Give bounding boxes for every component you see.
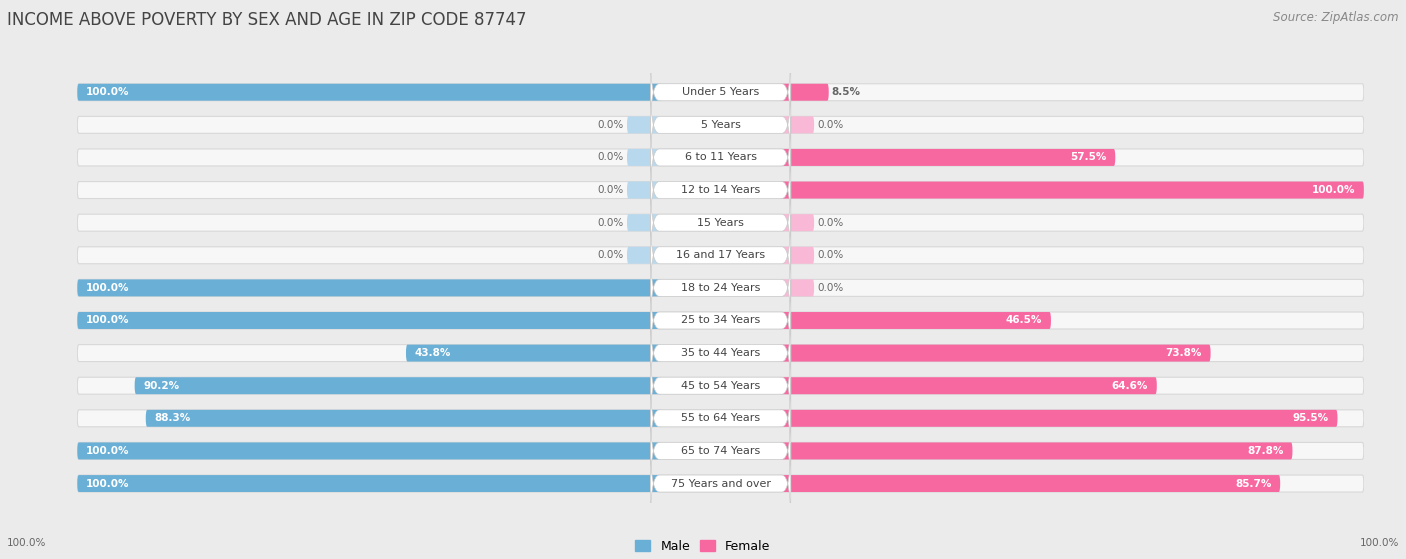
FancyBboxPatch shape (651, 182, 790, 263)
Text: 0.0%: 0.0% (817, 217, 844, 228)
FancyBboxPatch shape (77, 410, 1364, 427)
Text: 0.0%: 0.0% (598, 120, 624, 130)
FancyBboxPatch shape (779, 344, 1211, 362)
Text: 0.0%: 0.0% (817, 120, 844, 130)
FancyBboxPatch shape (146, 410, 662, 427)
FancyBboxPatch shape (651, 248, 790, 328)
Text: 25 to 34 Years: 25 to 34 Years (681, 315, 761, 325)
Text: Source: ZipAtlas.com: Source: ZipAtlas.com (1274, 11, 1399, 24)
Text: 75 Years and over: 75 Years and over (671, 479, 770, 489)
Text: 43.8%: 43.8% (415, 348, 451, 358)
Text: 0.0%: 0.0% (598, 185, 624, 195)
FancyBboxPatch shape (77, 280, 1364, 296)
Text: 18 to 24 Years: 18 to 24 Years (681, 283, 761, 293)
Text: 45 to 54 Years: 45 to 54 Years (681, 381, 761, 391)
Text: 65 to 74 Years: 65 to 74 Years (681, 446, 761, 456)
Text: 0.0%: 0.0% (598, 153, 624, 163)
FancyBboxPatch shape (77, 149, 1364, 166)
FancyBboxPatch shape (77, 84, 1364, 101)
FancyBboxPatch shape (779, 182, 1364, 198)
Text: 85.7%: 85.7% (1234, 479, 1271, 489)
Text: 88.3%: 88.3% (155, 413, 191, 423)
Text: 8.5%: 8.5% (832, 87, 860, 97)
Text: 12 to 14 Years: 12 to 14 Years (681, 185, 761, 195)
FancyBboxPatch shape (135, 377, 662, 394)
Text: 100.0%: 100.0% (1360, 538, 1399, 548)
FancyBboxPatch shape (651, 410, 790, 491)
FancyBboxPatch shape (779, 475, 1281, 492)
FancyBboxPatch shape (77, 312, 1364, 329)
Text: 15 Years: 15 Years (697, 217, 744, 228)
Legend: Male, Female: Male, Female (636, 540, 770, 553)
Text: Under 5 Years: Under 5 Years (682, 87, 759, 97)
FancyBboxPatch shape (779, 214, 814, 231)
FancyBboxPatch shape (651, 443, 790, 524)
Text: 16 and 17 Years: 16 and 17 Years (676, 250, 765, 260)
FancyBboxPatch shape (651, 84, 790, 165)
Text: 100.0%: 100.0% (86, 446, 129, 456)
Text: 46.5%: 46.5% (1005, 315, 1042, 325)
Text: 100.0%: 100.0% (86, 315, 129, 325)
FancyBboxPatch shape (779, 312, 1050, 329)
FancyBboxPatch shape (651, 280, 790, 361)
Text: 0.0%: 0.0% (817, 250, 844, 260)
FancyBboxPatch shape (651, 117, 790, 198)
FancyBboxPatch shape (77, 377, 1364, 394)
Text: 55 to 64 Years: 55 to 64 Years (681, 413, 761, 423)
Text: 57.5%: 57.5% (1070, 153, 1107, 163)
FancyBboxPatch shape (651, 52, 790, 132)
Text: 100.0%: 100.0% (86, 87, 129, 97)
Text: 90.2%: 90.2% (143, 381, 180, 391)
FancyBboxPatch shape (77, 443, 662, 459)
FancyBboxPatch shape (77, 116, 1364, 134)
FancyBboxPatch shape (779, 377, 1157, 394)
Text: 0.0%: 0.0% (598, 250, 624, 260)
Text: 0.0%: 0.0% (817, 283, 844, 293)
FancyBboxPatch shape (779, 443, 1292, 459)
Text: 100.0%: 100.0% (86, 283, 129, 293)
Text: INCOME ABOVE POVERTY BY SEX AND AGE IN ZIP CODE 87747: INCOME ABOVE POVERTY BY SEX AND AGE IN Z… (7, 11, 526, 29)
FancyBboxPatch shape (627, 149, 662, 166)
FancyBboxPatch shape (779, 84, 828, 101)
Text: 100.0%: 100.0% (1312, 185, 1355, 195)
FancyBboxPatch shape (77, 475, 662, 492)
FancyBboxPatch shape (77, 312, 662, 329)
FancyBboxPatch shape (77, 280, 662, 296)
Text: 0.0%: 0.0% (598, 217, 624, 228)
FancyBboxPatch shape (77, 475, 1364, 492)
FancyBboxPatch shape (77, 247, 1364, 264)
FancyBboxPatch shape (77, 443, 1364, 459)
Text: 87.8%: 87.8% (1247, 446, 1284, 456)
Text: 6 to 11 Years: 6 to 11 Years (685, 153, 756, 163)
FancyBboxPatch shape (651, 150, 790, 230)
Text: 73.8%: 73.8% (1166, 348, 1202, 358)
Text: 35 to 44 Years: 35 to 44 Years (681, 348, 761, 358)
FancyBboxPatch shape (77, 214, 1364, 231)
FancyBboxPatch shape (77, 84, 662, 101)
FancyBboxPatch shape (651, 378, 790, 459)
FancyBboxPatch shape (779, 116, 814, 134)
FancyBboxPatch shape (651, 215, 790, 296)
FancyBboxPatch shape (77, 182, 1364, 198)
Text: 64.6%: 64.6% (1112, 381, 1149, 391)
FancyBboxPatch shape (651, 345, 790, 426)
FancyBboxPatch shape (627, 182, 662, 198)
Text: 100.0%: 100.0% (7, 538, 46, 548)
FancyBboxPatch shape (651, 312, 790, 394)
FancyBboxPatch shape (627, 116, 662, 134)
FancyBboxPatch shape (779, 149, 1115, 166)
FancyBboxPatch shape (779, 247, 814, 264)
FancyBboxPatch shape (406, 344, 662, 362)
Text: 5 Years: 5 Years (700, 120, 741, 130)
FancyBboxPatch shape (627, 214, 662, 231)
Text: 95.5%: 95.5% (1292, 413, 1329, 423)
Text: 100.0%: 100.0% (86, 479, 129, 489)
FancyBboxPatch shape (779, 410, 1337, 427)
FancyBboxPatch shape (77, 344, 1364, 362)
FancyBboxPatch shape (779, 280, 814, 296)
FancyBboxPatch shape (627, 247, 662, 264)
